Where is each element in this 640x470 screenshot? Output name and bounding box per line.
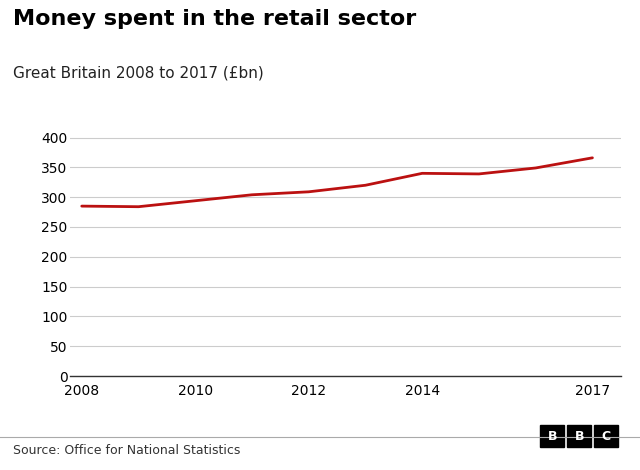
Text: B: B <box>548 430 557 443</box>
Text: C: C <box>602 430 611 443</box>
Text: B: B <box>575 430 584 443</box>
Text: Source: Office for National Statistics: Source: Office for National Statistics <box>13 444 240 457</box>
Text: Great Britain 2008 to 2017 (£bn): Great Britain 2008 to 2017 (£bn) <box>13 66 264 81</box>
Text: Money spent in the retail sector: Money spent in the retail sector <box>13 9 416 30</box>
